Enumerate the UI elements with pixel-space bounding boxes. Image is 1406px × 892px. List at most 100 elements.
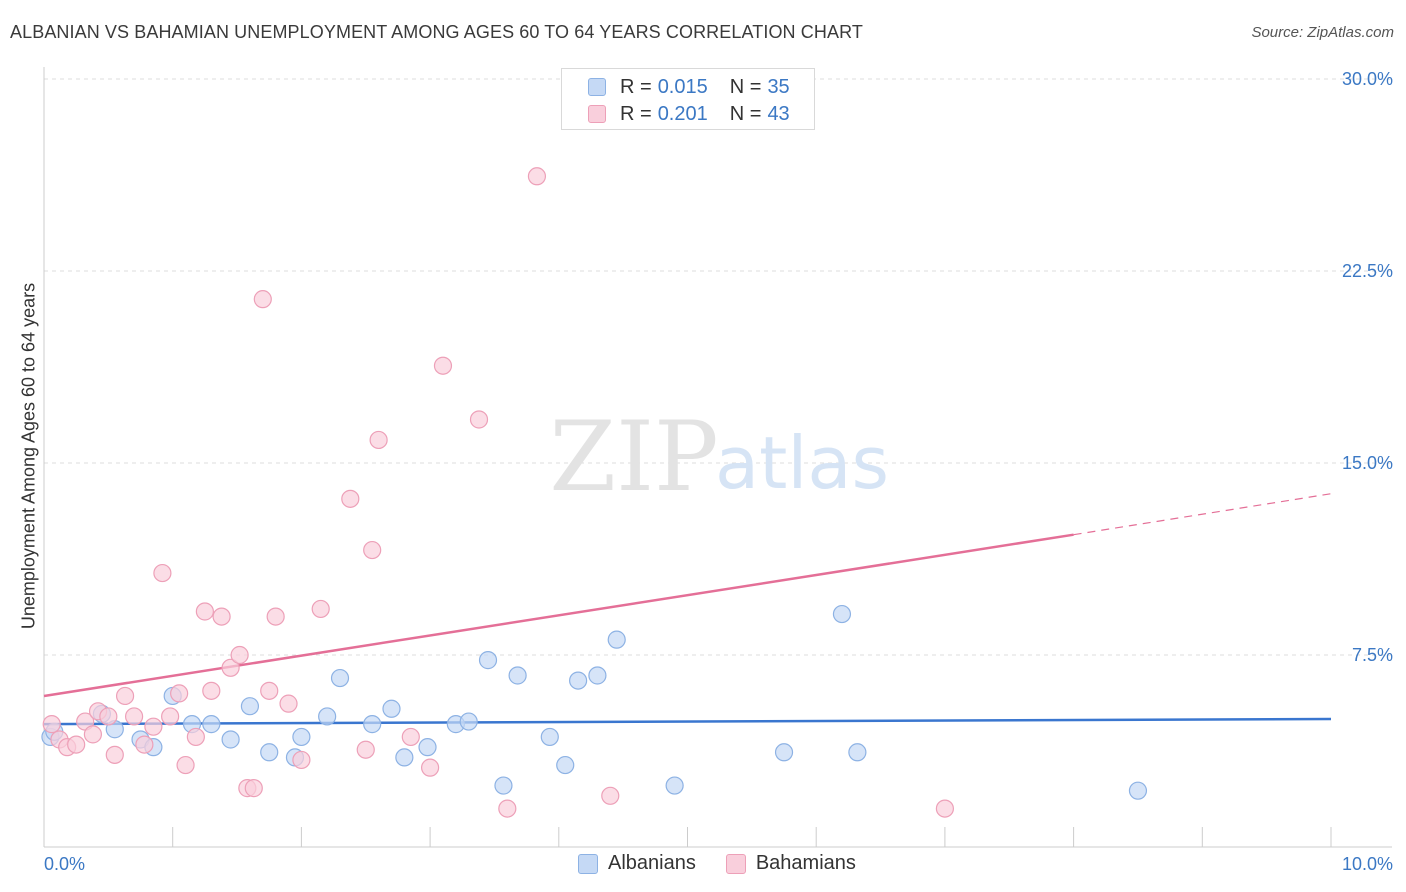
point-albanians bbox=[221, 730, 240, 749]
point-albanians bbox=[292, 727, 311, 747]
r-value: 0.015 bbox=[657, 75, 708, 98]
data-points bbox=[41, 167, 1148, 818]
point-bahamians bbox=[260, 681, 279, 700]
y-tick-label: 15.0% bbox=[1342, 453, 1393, 473]
point-bahamians bbox=[433, 356, 453, 375]
x-tick-label: 0.0% bbox=[44, 854, 85, 874]
correlation-legend: R = 0.015 N = 35 R = 0.201 N = 43 bbox=[561, 68, 815, 130]
point-bahamians bbox=[42, 715, 61, 734]
watermark-atlas: atlas bbox=[715, 421, 889, 505]
point-bahamians bbox=[527, 167, 547, 186]
y-axis-label: Unemployment Among Ages 60 to 64 years bbox=[18, 282, 39, 630]
point-albanians bbox=[478, 651, 498, 670]
point-bahamians bbox=[99, 707, 118, 726]
point-bahamians bbox=[601, 786, 620, 805]
point-bahamians bbox=[498, 799, 517, 818]
x-tick-label: 10.0% bbox=[1342, 854, 1393, 874]
point-bahamians bbox=[115, 686, 135, 706]
point-bahamians bbox=[83, 725, 103, 744]
point-albanians bbox=[607, 630, 626, 649]
albanians-swatch-icon bbox=[588, 78, 606, 96]
n-value: 43 bbox=[767, 102, 790, 125]
point-albanians bbox=[459, 712, 478, 731]
point-albanians bbox=[240, 697, 260, 716]
point-bahamians bbox=[230, 645, 249, 665]
bahamians-swatch-icon bbox=[588, 105, 606, 123]
y-tick-labels: 7.5% 15.0% 22.5% 30.0% bbox=[1342, 69, 1393, 665]
axes bbox=[43, 67, 1392, 848]
chart-title: ALBANIAN VS BAHAMIAN UNEMPLOYMENT AMONG … bbox=[10, 22, 863, 42]
r-value: 0.201 bbox=[657, 102, 708, 125]
point-bahamians bbox=[144, 717, 163, 736]
y-tick-label: 30.0% bbox=[1342, 69, 1393, 89]
point-albanians bbox=[382, 699, 401, 718]
point-bahamians bbox=[279, 694, 298, 713]
legend-row-bahamians: R = 0.201 N = 43 bbox=[588, 103, 790, 125]
point-bahamians bbox=[401, 727, 420, 747]
point-bahamians bbox=[469, 410, 489, 429]
legend-item-bahamians: Bahamians bbox=[725, 852, 856, 875]
point-albanians bbox=[1128, 781, 1148, 800]
point-albanians bbox=[588, 666, 607, 685]
point-bahamians bbox=[311, 599, 330, 619]
point-albanians bbox=[418, 738, 437, 757]
legend-row-albanians: R = 0.015 N = 35 bbox=[588, 76, 790, 98]
watermark: ZIP atlas bbox=[549, 401, 889, 513]
point-albanians bbox=[395, 748, 414, 767]
point-albanians bbox=[540, 727, 559, 747]
legend-item-albanians: Albanians bbox=[578, 852, 696, 875]
point-albanians bbox=[556, 755, 575, 775]
point-albanians bbox=[774, 743, 794, 762]
point-bahamians bbox=[170, 684, 189, 703]
point-bahamians bbox=[292, 750, 311, 770]
point-bahamians bbox=[341, 489, 360, 508]
legend-label-albanians: Albanians bbox=[608, 852, 696, 874]
trendline-bahamians bbox=[1073, 493, 1332, 536]
trendline-albanians bbox=[43, 717, 1332, 726]
point-bahamians bbox=[176, 755, 195, 775]
point-albanians bbox=[508, 666, 527, 685]
point-albanians bbox=[318, 707, 337, 726]
legend-label-bahamians: Bahamians bbox=[755, 852, 856, 874]
series-legend: Albanians Bahamians bbox=[578, 852, 886, 875]
point-bahamians bbox=[186, 727, 205, 747]
point-bahamians bbox=[363, 540, 382, 560]
albanians-legend-swatch-icon bbox=[578, 853, 598, 874]
y-tick-label: 7.5% bbox=[1352, 645, 1393, 665]
point-bahamians bbox=[105, 745, 124, 764]
point-bahamians bbox=[212, 607, 231, 626]
point-bahamians bbox=[161, 707, 180, 726]
point-bahamians bbox=[135, 735, 154, 754]
point-bahamians bbox=[935, 799, 955, 818]
source-label: Source: ZipAtlas.com bbox=[1251, 24, 1394, 41]
point-albanians bbox=[260, 743, 279, 762]
watermark-zip: ZIP bbox=[549, 401, 718, 513]
point-albanians bbox=[363, 715, 382, 734]
point-albanians bbox=[569, 671, 588, 690]
point-bahamians bbox=[266, 607, 285, 626]
point-bahamians bbox=[221, 658, 240, 677]
bahamians-legend-swatch-icon bbox=[725, 853, 746, 874]
point-bahamians bbox=[244, 779, 263, 798]
n-label: N = bbox=[729, 102, 762, 125]
n-label: N = bbox=[729, 75, 762, 98]
point-albanians bbox=[848, 743, 867, 762]
r-label: R = bbox=[620, 102, 652, 125]
point-bahamians bbox=[253, 290, 272, 309]
point-bahamians bbox=[369, 430, 388, 450]
y-tick-label: 22.5% bbox=[1342, 261, 1393, 281]
point-bahamians bbox=[195, 602, 214, 621]
point-bahamians bbox=[153, 563, 172, 583]
point-bahamians bbox=[124, 707, 144, 726]
point-bahamians bbox=[421, 758, 440, 777]
point-albanians bbox=[202, 715, 221, 734]
point-bahamians bbox=[202, 681, 221, 700]
point-albanians bbox=[330, 668, 350, 688]
point-bahamians bbox=[356, 740, 375, 759]
point-albanians bbox=[494, 776, 513, 795]
trendline-bahamians bbox=[43, 533, 1074, 698]
point-albanians bbox=[665, 776, 684, 795]
r-label: R = bbox=[620, 75, 652, 98]
gridlines bbox=[44, 78, 1392, 656]
